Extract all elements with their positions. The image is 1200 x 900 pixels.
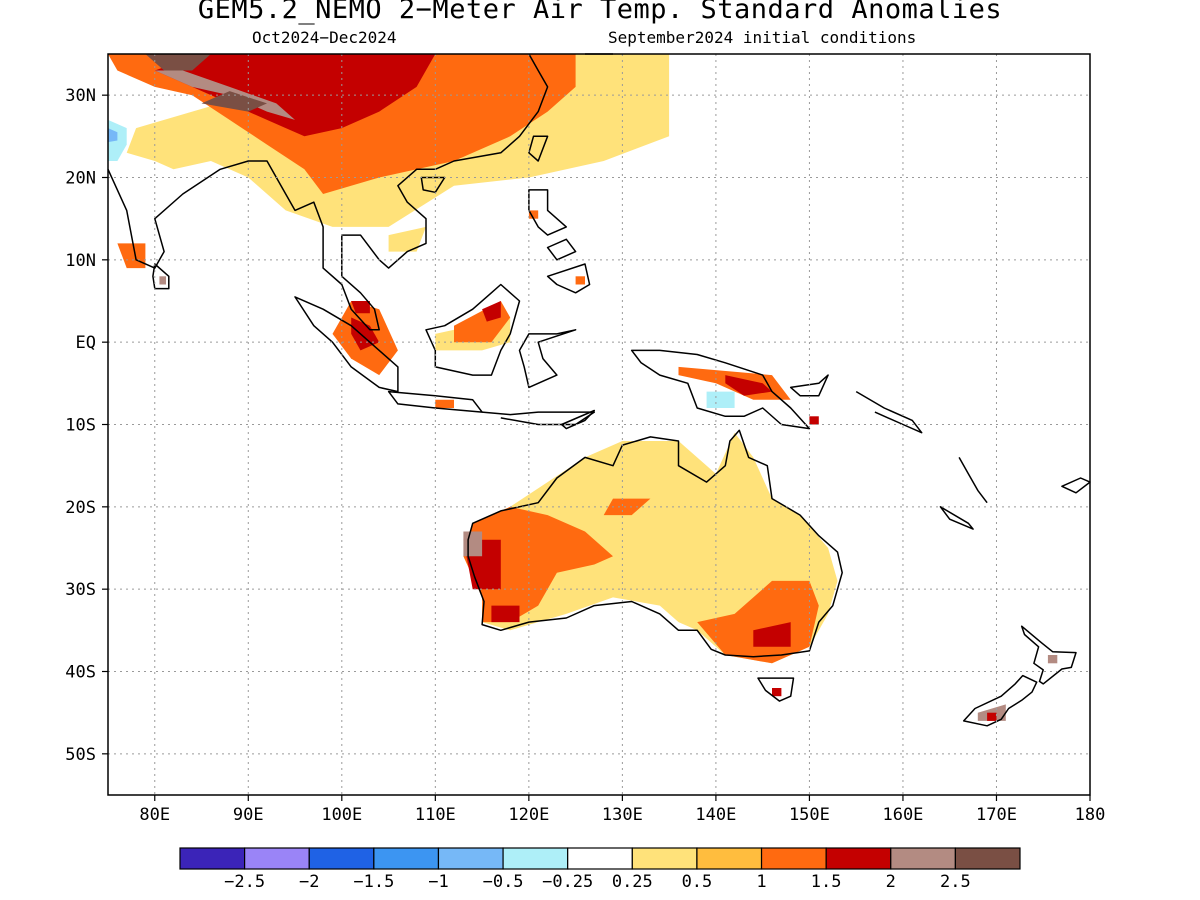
longitude-labels: 80E 90E 100E 110E 120E 130E 140E 150E 160E 170E 18… bbox=[139, 795, 1105, 825]
colorbar-swatch bbox=[890, 847, 956, 870]
colorbar-swatch bbox=[308, 847, 375, 870]
lat-label: 10N bbox=[65, 251, 96, 271]
colorbar-label: 0.5 bbox=[682, 872, 713, 892]
java-orange bbox=[435, 399, 454, 408]
colorbar-swatch bbox=[437, 847, 504, 870]
coast-taiwan bbox=[528, 135, 549, 162]
australia-orange-north bbox=[603, 498, 651, 516]
coast-tasmania bbox=[757, 677, 795, 702]
lat-label: 10S bbox=[65, 416, 96, 436]
colorbar-label: −2.5 bbox=[224, 872, 265, 892]
lon-label: 120E bbox=[508, 805, 549, 825]
lon-label: 150E bbox=[789, 805, 830, 825]
coast-srilanka bbox=[152, 263, 170, 290]
coast-lesser-sunda bbox=[482, 411, 596, 426]
colorbar-label: 2.5 bbox=[940, 872, 971, 892]
tibet-brown-patch bbox=[145, 54, 211, 71]
coast-sulawesi bbox=[518, 329, 577, 389]
colorbar-swatch bbox=[567, 847, 633, 870]
colorbar-label: 2 bbox=[886, 872, 896, 892]
india-west-orange bbox=[117, 243, 146, 269]
australia-red-sw bbox=[491, 605, 520, 623]
coast-india-asia bbox=[107, 53, 549, 331]
colorbar-swatch bbox=[954, 847, 1021, 870]
tibet-brown-patch-2 bbox=[201, 91, 267, 112]
lon-label: 110E bbox=[415, 805, 456, 825]
lon-label: 80E bbox=[139, 805, 170, 825]
colorbar: −2.5 −2 −1.5 −1 −0.5 −0.25 0.25 0.5 1 1.5 2 2.5 bbox=[179, 847, 1021, 892]
colorbar-label: −1.5 bbox=[353, 872, 394, 892]
australia-red-se bbox=[753, 622, 791, 647]
colorbar-label: 0.25 bbox=[612, 872, 653, 892]
anomaly-shading bbox=[108, 54, 1058, 721]
lon-label: 180 bbox=[1075, 805, 1106, 825]
coast-fiji bbox=[1061, 477, 1091, 494]
lat-label: EQ bbox=[76, 333, 96, 353]
australia-rose-west bbox=[463, 531, 483, 557]
lon-label: 160E bbox=[882, 805, 923, 825]
colorbar-swatch bbox=[244, 847, 310, 870]
lat-label: 50S bbox=[65, 745, 96, 765]
colorbar-label: −2 bbox=[299, 872, 319, 892]
map-title: GEM5.2_NEMO 2−Meter Air Temp. Standard A… bbox=[197, 0, 1003, 25]
nz-south-rose bbox=[977, 704, 1006, 721]
australia-orange-west bbox=[463, 506, 613, 623]
coast-solomons bbox=[855, 390, 923, 434]
india-blue-patch bbox=[108, 128, 118, 143]
graticule bbox=[108, 54, 1090, 795]
nz-north-rose bbox=[1047, 655, 1058, 664]
coast-vanuatu bbox=[958, 457, 988, 504]
coast-australia bbox=[467, 429, 843, 658]
colorbar-swatch bbox=[502, 847, 569, 870]
lon-label: 90E bbox=[233, 805, 264, 825]
colorbar-swatch bbox=[825, 847, 892, 870]
latitude-labels: 30N 20N 10N EQ 10S 20S 30S 40S 50S bbox=[65, 86, 108, 765]
colorbar-label: 1.5 bbox=[811, 872, 842, 892]
philippines-orange-2 bbox=[575, 276, 585, 285]
newguinea-lightblue bbox=[706, 391, 735, 408]
malaysia-red bbox=[351, 301, 370, 314]
colorbar-label: −1 bbox=[428, 872, 448, 892]
lat-label: 20S bbox=[65, 498, 96, 518]
colorbar-swatch bbox=[696, 847, 763, 870]
colorbar-label: −0.5 bbox=[483, 872, 524, 892]
lat-label: 30N bbox=[65, 86, 96, 106]
tasmania-red bbox=[772, 688, 782, 697]
colorbar-swatch bbox=[760, 847, 827, 870]
philippines-orange bbox=[528, 210, 539, 219]
coast-sumatra bbox=[294, 296, 399, 393]
coast-visayas bbox=[546, 238, 577, 261]
nz-south-red bbox=[987, 712, 997, 721]
colorbar-swatch bbox=[631, 847, 698, 870]
lon-label: 100E bbox=[321, 805, 362, 825]
coast-timor bbox=[560, 409, 596, 430]
png-red-tip bbox=[809, 416, 819, 425]
coast-mindanao bbox=[546, 263, 591, 294]
lat-label: 30S bbox=[65, 580, 96, 600]
tibet-rose-patch bbox=[154, 70, 295, 120]
borneo-red bbox=[482, 301, 501, 322]
lat-label: 20N bbox=[65, 169, 96, 189]
colorbar-label: −0.25 bbox=[542, 872, 593, 892]
newguinea-red bbox=[725, 375, 772, 396]
initial-conditions: September2024 initial conditions bbox=[608, 28, 917, 47]
colorbar-label: 1 bbox=[756, 872, 766, 892]
indochina-yellow bbox=[388, 226, 426, 252]
coast-nz-north bbox=[1020, 625, 1077, 685]
srilanka-rose bbox=[159, 276, 166, 285]
colorbar-swatch bbox=[179, 847, 246, 870]
coast-nz-south bbox=[962, 674, 1038, 727]
colorbar-swatch bbox=[373, 847, 440, 870]
lat-label: 40S bbox=[65, 663, 96, 683]
lon-label: 130E bbox=[602, 805, 643, 825]
forecast-period: Oct2024−Dec2024 bbox=[252, 28, 397, 47]
lon-label: 170E bbox=[976, 805, 1017, 825]
coast-luzon bbox=[528, 189, 568, 236]
lon-label: 140E bbox=[695, 805, 736, 825]
coast-newcaledonia bbox=[939, 506, 974, 530]
coast-newbritain bbox=[789, 374, 829, 397]
